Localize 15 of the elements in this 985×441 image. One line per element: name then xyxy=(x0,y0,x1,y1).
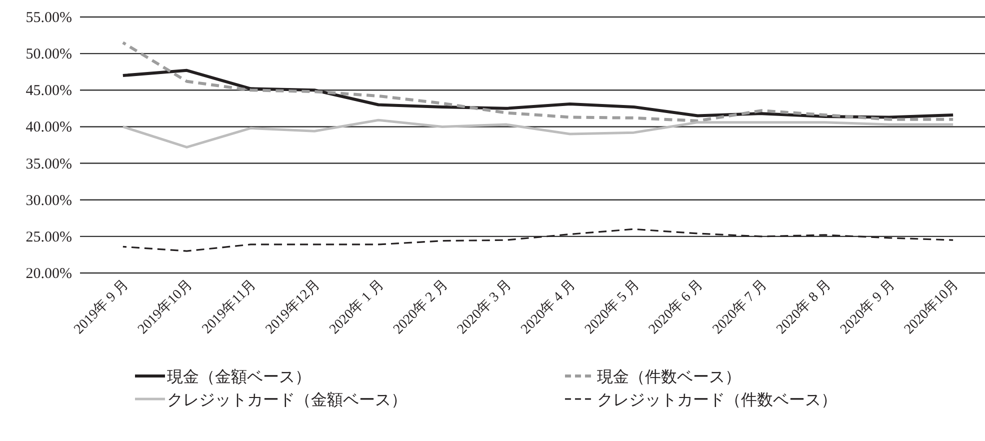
y-tick-label: 35.00% xyxy=(26,156,72,172)
y-tick-label: 45.00% xyxy=(26,83,72,100)
line-series xyxy=(122,228,954,252)
legend-label: クレジットカード（件数ベース） xyxy=(597,392,837,409)
y-tick-label: 55.00% xyxy=(26,10,72,26)
legend-label: クレジットカード（金額ベース） xyxy=(167,391,407,409)
legend-label: 現金（件数ベース） xyxy=(597,369,741,386)
line-series xyxy=(121,41,955,122)
y-tick-label: 30.00% xyxy=(26,192,72,209)
line-series xyxy=(122,118,954,148)
y-tick-label: 25.00% xyxy=(26,229,72,246)
y-tick-label: 20.00% xyxy=(26,266,72,282)
y-tick-label: 50.00% xyxy=(26,46,72,63)
legend-label: 現金（金額ベース） xyxy=(167,368,311,386)
y-tick-label: 40.00% xyxy=(26,120,72,136)
